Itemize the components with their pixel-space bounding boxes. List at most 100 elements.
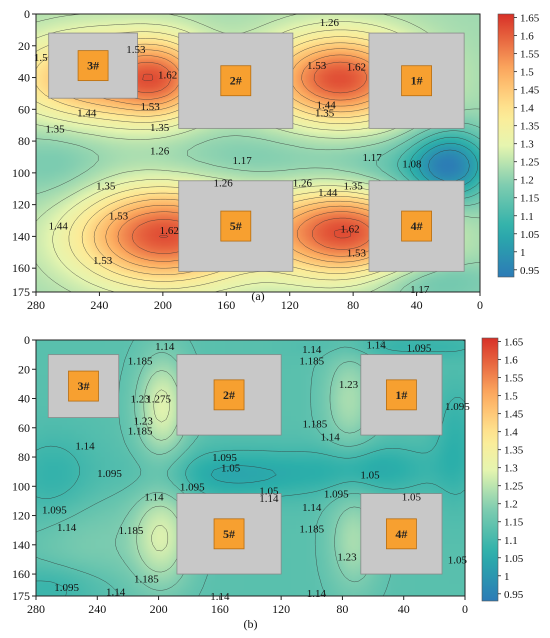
machine-label: 2# [223, 388, 235, 402]
machine-label: 4# [395, 527, 407, 541]
contour-label: 1.185 [119, 525, 144, 537]
colorbar-tick-label: 0.95 [504, 589, 524, 601]
contour-line [36, 340, 465, 596]
y-tick-label: 175 [12, 589, 30, 603]
colorbar-tick-label: 1.25 [520, 157, 540, 169]
x-tick-label: 0 [477, 298, 483, 312]
colorbar-tick-label: 1.35 [504, 445, 524, 457]
contour-label: 1.26 [293, 177, 313, 189]
contour-label: 1.05 [360, 470, 380, 482]
contour-label: 1.14 [57, 522, 77, 534]
machine-core [386, 379, 417, 411]
contour-label: 1.05 [448, 554, 468, 566]
x-tick-label: 80 [336, 602, 348, 616]
contour-label: 1.53 [93, 255, 113, 267]
colorbar-tick-label: 1.2 [504, 499, 518, 511]
colorbar-tick-label: 1.1 [504, 535, 518, 547]
y-tick-label: 60 [18, 421, 30, 435]
colorbar-tick-label: 1.05 [504, 553, 524, 565]
contour-label: 1.05 [402, 492, 422, 504]
subplot-label: (a) [251, 289, 264, 303]
y-tick-label: 160 [12, 261, 30, 275]
y-tick-label: 20 [18, 39, 30, 53]
contour-label: 1.23 [131, 394, 151, 406]
machine-label: 3# [77, 379, 89, 393]
contour-label: 1.35 [150, 122, 170, 134]
machine-label: 5# [223, 527, 235, 541]
contour-label: 1.14 [302, 502, 322, 514]
contour-label: 1.095 [97, 468, 122, 480]
x-tick-label: 240 [90, 298, 108, 312]
heatmap-b: 3#2# 1#5# 4#1.141.1851.231.2751.231.1851.1… [12, 333, 524, 631]
contour-line [142, 73, 352, 239]
contour-label: 1.53 [347, 247, 367, 259]
y-tick-label: 140 [12, 538, 30, 552]
contour-label: 1.44 [49, 220, 69, 232]
contour-label: 1.23 [337, 552, 357, 564]
machine-label: 2# [230, 74, 242, 88]
colorbar-tick-label: 1.6 [520, 31, 534, 43]
x-tick-label: 240 [88, 602, 106, 616]
y-tick-label: 0 [24, 333, 30, 347]
contour-label: 1.26 [213, 177, 233, 189]
contour-label: 1.095 [212, 452, 237, 464]
x-tick-label: 200 [150, 602, 168, 616]
x-tick-label: 120 [281, 298, 299, 312]
contour-label: 1.14 [155, 341, 175, 353]
machine-label: 3# [87, 59, 99, 73]
contour-label: 1.44 [318, 187, 338, 199]
y-tick-label: 20 [18, 362, 30, 376]
colorbar-tick-label: 1.55 [520, 49, 540, 61]
y-tick-label: 120 [12, 509, 30, 523]
contour-label: 1.095 [42, 505, 67, 517]
heatmap-a: 3#2# 1#5# 4#1.261.51.531.621.531.441.35 1.3… [12, 7, 540, 312]
contour-label: 1.53 [141, 101, 161, 113]
machine-4: 5# [178, 180, 294, 272]
contour-label: 1.5 [34, 52, 48, 64]
contour-label: 1.62 [158, 69, 177, 81]
subplot-label: (b) [244, 617, 258, 631]
x-tick-label: 280 [27, 602, 45, 616]
y-tick-label: 100 [12, 166, 30, 180]
contour-label: 1.35 [315, 107, 335, 119]
machine-core [77, 50, 109, 82]
colorbar-tick-label: 1.5 [504, 391, 518, 403]
y-tick-label: 80 [18, 450, 30, 464]
contour-label: 1.275 [146, 394, 171, 406]
machine-4: 5# [176, 493, 282, 575]
contour-label: 1.23 [134, 415, 154, 427]
x-tick-label: 80 [347, 298, 359, 312]
contour-label: 1.35 [344, 181, 364, 193]
machine-1: 3# [48, 32, 138, 99]
colorbar-tick-label: 1.2 [520, 175, 534, 187]
machine-core [213, 518, 245, 550]
colorbar-tick-label: 1.15 [520, 193, 540, 205]
contour-label: 1.08 [402, 158, 422, 170]
colorbar-tick-label: 1.35 [520, 121, 540, 133]
y-tick-label: 0 [24, 7, 30, 21]
contour-label: 1.14 [106, 587, 126, 599]
contour-label: 1.095 [54, 582, 79, 594]
colorbar-tick-label: 1.3 [520, 139, 534, 151]
contour-label: 1.185 [299, 355, 324, 367]
contour-line [210, 465, 277, 484]
y-tick-label: 40 [18, 392, 30, 406]
machine-1: 3# [47, 354, 120, 418]
contour-label: 1.62 [160, 225, 179, 237]
colorbar-tick-label: 1.65 [504, 337, 524, 349]
x-tick-label: 0 [462, 602, 468, 616]
contour-label: 1.14 [321, 432, 341, 444]
contour-label: 1.44 [77, 107, 97, 119]
colorbar-tick-label: 1.4 [520, 103, 534, 115]
x-tick-label: 160 [217, 298, 235, 312]
machine-core [220, 65, 252, 97]
colorbar-tick-label: 1.5 [520, 67, 534, 79]
contour-label: 1.53 [126, 44, 146, 56]
x-tick-label: 40 [411, 298, 423, 312]
contour-label: 1.26 [150, 146, 170, 158]
colorbar-tick-label: 1 [520, 247, 526, 259]
colorbar [497, 13, 515, 278]
y-tick-label: 175 [12, 285, 30, 299]
contour-label: 1.14 [259, 493, 279, 505]
